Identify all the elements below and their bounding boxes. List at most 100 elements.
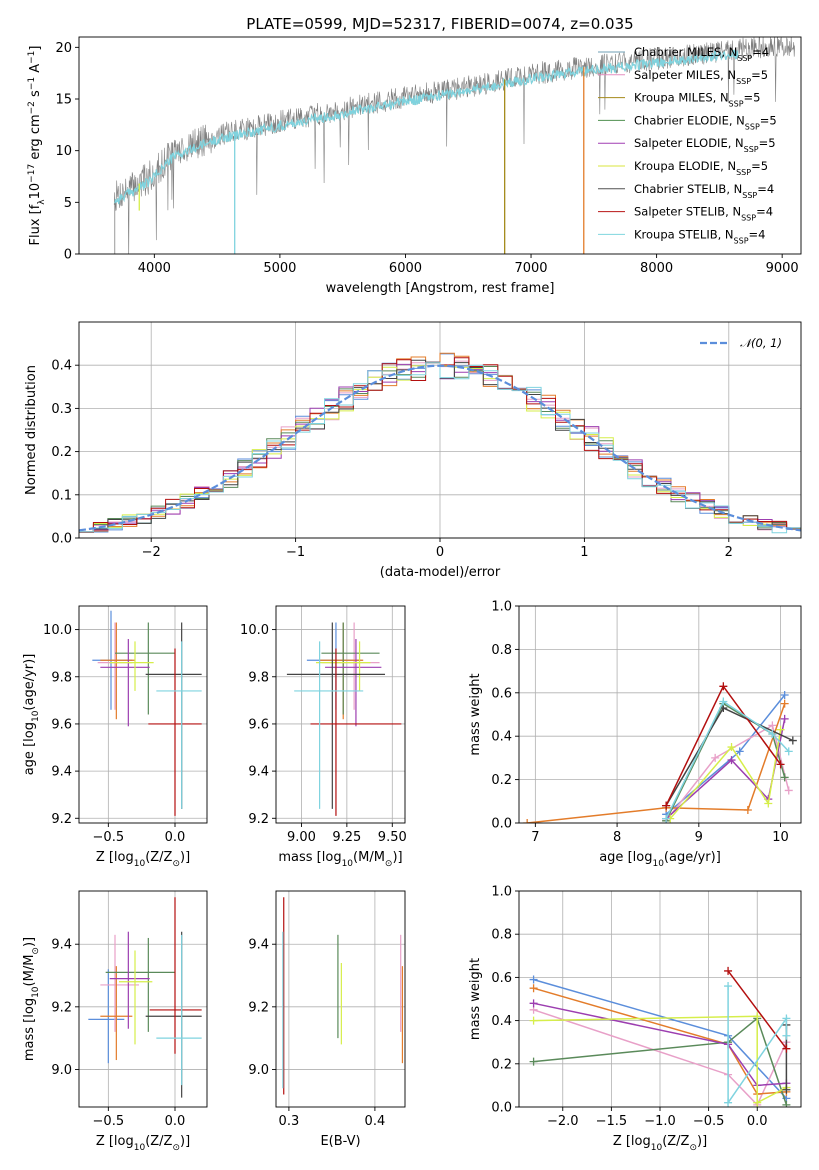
y-tick-label: 0.2 (491, 1057, 512, 1072)
spectrum-legend: Chabrier MILES, NSSP=4 Salpeter MILES, NS… (598, 45, 777, 245)
figure-title: PLATE=0599, MJD=52317, FIBERID=0074, z=0… (246, 15, 633, 33)
y-tick-label: 9.2 (51, 1000, 72, 1015)
x-tick-label: 0.0 (165, 830, 186, 845)
x-tick-label: 10 (772, 830, 789, 845)
y-tick-label: 9.4 (248, 938, 269, 953)
axes-frame (78, 890, 208, 1108)
y-tick-label: 0.6 (491, 971, 512, 986)
weight-marker (719, 682, 728, 691)
plot-content (79, 352, 801, 534)
plot-content (282, 897, 404, 1095)
legend-label: Salpeter MILES, NSSP=5 (634, 68, 768, 86)
x-tick-label: −0.5 (693, 1114, 725, 1129)
grid (79, 891, 207, 1107)
x-tick-label: 9 (695, 830, 703, 845)
y-tick-label: 0.8 (491, 643, 512, 658)
axes: −2.0 −1.5 −1.0 −0.5 0.0 0.0 0.2 0.4 0.6 0.8 1.0 Z [… (468, 885, 802, 1153)
plot-mass_vs_EBV: 0.3 0.4 9.0 9.2 9.4 E(B-V) (248, 890, 406, 1149)
weight-marker (529, 1057, 538, 1066)
weight-line (533, 1017, 788, 1106)
x-tick-label: 8000 (640, 261, 673, 276)
y-axis-label: mass weight (468, 673, 483, 755)
legend-label: Chabrier STELIB, NSSP=4 (634, 182, 774, 200)
y-tick-label: 0.4 (491, 730, 512, 745)
residual-histogram (79, 362, 801, 534)
legend-label: Kroupa MILES, NSSP=5 (634, 91, 760, 109)
residual-histogram (79, 352, 801, 533)
x-tick-label: 7 (531, 830, 539, 845)
plot-mass_vs_Z: −0.5 0.0 9.0 9.2 9.4 Z [log10(Z/Z⊙)] mass [log… (22, 890, 208, 1153)
weight-marker (776, 725, 785, 734)
weight-marker (782, 1031, 791, 1040)
grid (519, 605, 801, 824)
x-axis-label: (data-model)/error (380, 565, 501, 580)
weight-marker (711, 753, 720, 762)
weight-marker (529, 999, 538, 1008)
axes: 9.00 9.25 9.50 9.2 9.4 9.6 9.8 10.0 mass [log10(… (240, 605, 407, 869)
weight-marker (780, 714, 789, 723)
weight-marker (727, 743, 736, 752)
errorbar-point (315, 641, 371, 691)
errorbar-point (109, 931, 150, 1029)
x-axis-label: mass [log10(M/M⊙)] (278, 850, 402, 869)
errorbar-point (156, 934, 202, 1086)
weight-series (724, 966, 791, 1053)
weight-marker (780, 699, 789, 708)
y-tick-label: 0.0 (491, 817, 512, 832)
y-tick-label: 9.0 (248, 1063, 269, 1078)
axes-frame (78, 605, 208, 824)
weight-line (533, 1002, 787, 1087)
x-axis-label: Z [log10(Z/Z⊙)] (613, 1134, 707, 1153)
gaussian-legend-label: 𝒩(0, 1) (740, 336, 782, 350)
weight-marker (724, 1098, 733, 1107)
x-axis-label: Z [log10(Z/Z⊙)] (96, 1134, 190, 1153)
plot-age_vs_mass: 9.00 9.25 9.50 9.2 9.4 9.6 9.8 10.0 mass [log10(… (240, 605, 407, 869)
plot-residuals: −2 −1 0 1 2 0.0 0.1 0.2 0.3 0.4 (data-model)/error… (24, 321, 802, 580)
axes-frame (275, 890, 406, 1108)
legend-label: Chabrier MILES, NSSP=4 (634, 45, 769, 63)
y-tick-label: 9.2 (248, 812, 269, 827)
y-tick-label: 9.8 (248, 670, 269, 685)
weight-marker (735, 747, 744, 756)
weight-marker (727, 756, 736, 765)
weight-marker (662, 814, 671, 823)
weight-marker (780, 690, 789, 699)
y-axis-label: Normed distribution (24, 365, 39, 495)
x-axis-label: Z [log10(Z/Z⊙)] (96, 850, 190, 869)
y-tick-label: 10.0 (240, 623, 269, 638)
plot-content (88, 897, 202, 1098)
errorbar-point (100, 639, 150, 727)
weight-marker (743, 805, 752, 814)
errorbar-point (294, 641, 364, 809)
weight-marker (523, 819, 532, 823)
plot-weight_vs_age: 7 8 9 10 0.0 0.2 0.4 0.6 0.8 1.0 age [log10(age/yr… (468, 600, 802, 869)
x-tick-label: 8 (613, 830, 621, 845)
x-tick-label: −1.0 (644, 1114, 676, 1129)
plot-spectrum: 4000 5000 6000 7000 8000 9000 0 5 10 15 20 waveleng… (27, 36, 802, 296)
y-tick-label: 0.6 (491, 686, 512, 701)
x-axis-label: age [log10(age/yr)] (599, 850, 721, 869)
legend-label: Chabrier ELODIE, NSSP=5 (634, 113, 777, 130)
x-tick-label: −0.5 (93, 830, 125, 845)
plot-content (523, 682, 797, 823)
plot-content (113, 37, 795, 254)
x-tick-label: −0.5 (93, 1114, 125, 1129)
weight-marker (782, 1100, 791, 1107)
y-tick-label: 20 (55, 41, 72, 56)
weight-marker (753, 1012, 762, 1021)
weight-marker (784, 747, 793, 756)
gaussian-curve (79, 364, 801, 532)
x-tick-label: 5000 (263, 261, 296, 276)
weight-line (533, 987, 787, 1095)
weight-marker (788, 736, 797, 745)
x-tick-label: 2 (725, 545, 733, 560)
weight-line (533, 1009, 788, 1107)
y-tick-label: 9.6 (248, 717, 269, 732)
legend-label: Salpeter STELIB, NSSP=4 (634, 205, 773, 223)
grid (276, 891, 405, 1107)
y-tick-label: 0 (64, 248, 72, 263)
weight-marker (724, 982, 733, 991)
x-tick-label: 4000 (138, 261, 171, 276)
y-axis-label: mass weight (468, 958, 483, 1040)
y-tick-label: 9.2 (51, 812, 72, 827)
